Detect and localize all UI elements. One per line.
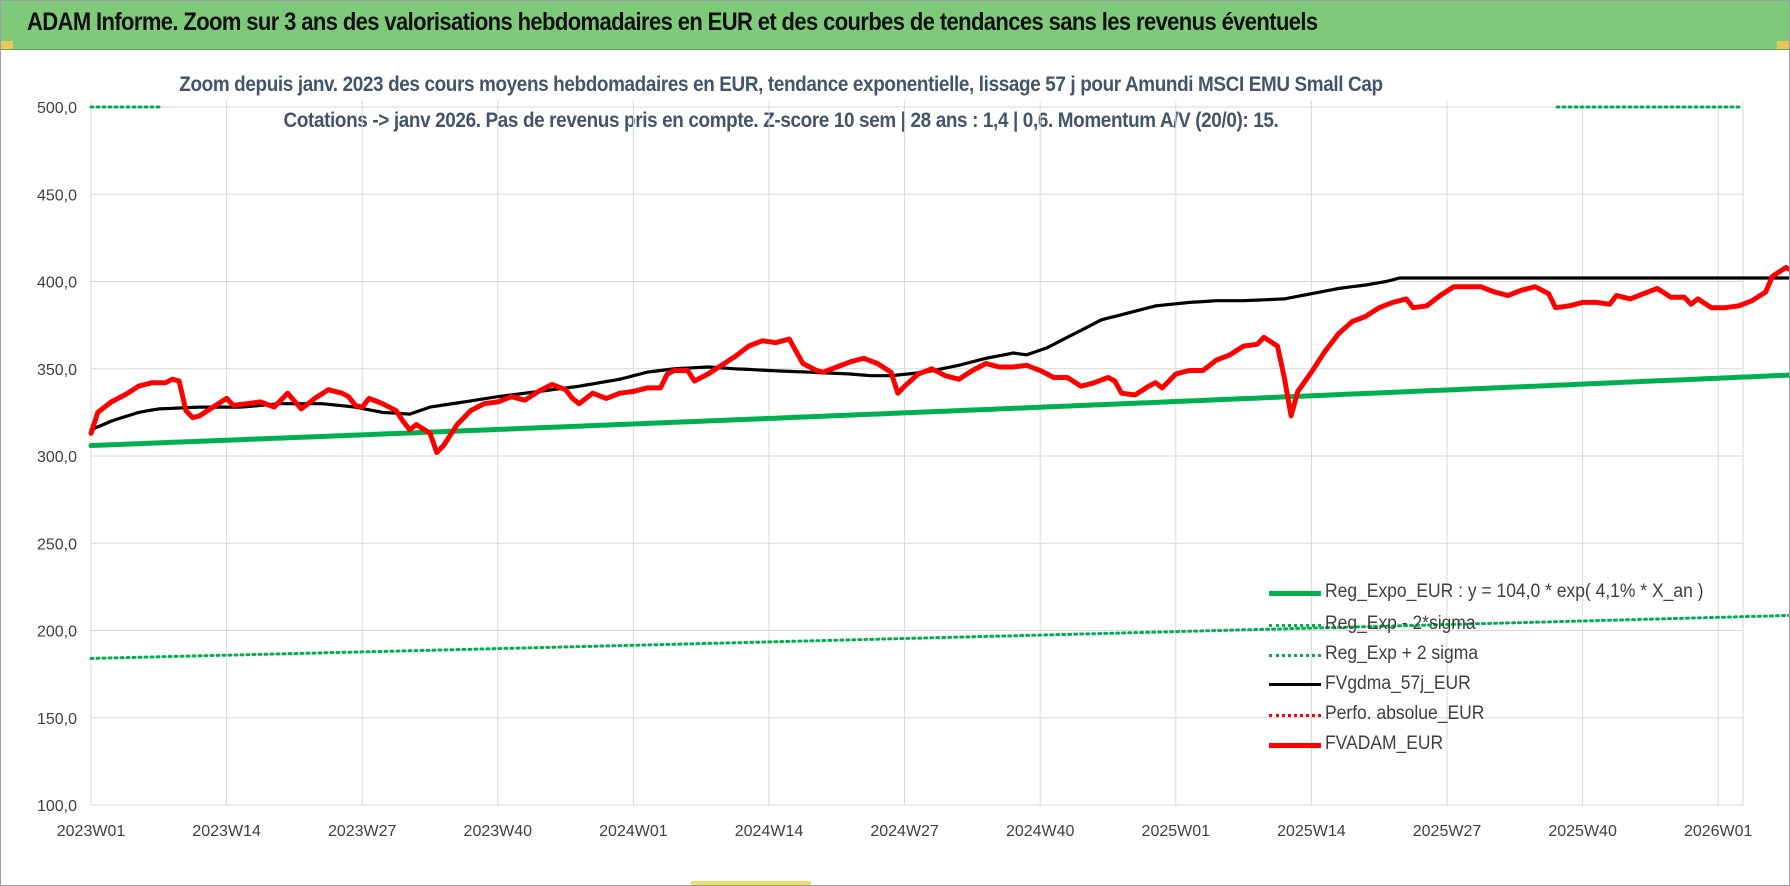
x-tick-label: 2025W27 xyxy=(1413,823,1482,840)
x-tick-label: 2023W01 xyxy=(57,823,126,840)
legend-label: FVgdma_57j_EUR xyxy=(1325,673,1471,694)
chart-title-line1: Zoom depuis janv. 2023 des cours moyens … xyxy=(179,73,1383,96)
y-tick-label: 150,0 xyxy=(37,711,77,728)
legend-swatch xyxy=(1269,623,1321,627)
x-tick-label: 2024W40 xyxy=(1006,823,1075,840)
x-tick-label: 2023W40 xyxy=(464,823,533,840)
series-line-3 xyxy=(89,276,1789,432)
legend-swatch xyxy=(1269,713,1321,717)
legend-item: Perfo. absolue_EUR xyxy=(1269,701,1739,731)
banner-corner-left xyxy=(1,41,13,49)
legend-label: Reg_Exp - 2*sigma xyxy=(1325,613,1476,634)
legend-item: Reg_Expo_EUR : y = 104,0 * exp( 4,1% * X… xyxy=(1269,579,1739,609)
x-tick-label: 2024W01 xyxy=(599,823,668,840)
y-tick-label: 200,0 xyxy=(37,624,77,641)
banner-corner-right xyxy=(1777,41,1789,49)
x-tick-label: 2025W01 xyxy=(1142,823,1211,840)
y-tick-label: 250,0 xyxy=(37,536,77,553)
legend-label: FVADAM_EUR xyxy=(1325,733,1444,754)
banner-title: ADAM Informe. Zoom sur 3 ans des valoris… xyxy=(27,8,1318,36)
legend-swatch xyxy=(1269,742,1321,748)
legend-item: FVADAM_EUR xyxy=(1269,731,1739,761)
series-line-1 xyxy=(89,613,1789,660)
legend-label: Reg_Expo_EUR : y = 104,0 * exp( 4,1% * X… xyxy=(1325,581,1704,602)
y-tick-label: 100,0 xyxy=(37,798,77,815)
legend-item: FVgdma_57j_EUR xyxy=(1269,671,1739,701)
x-tick-label: 2025W40 xyxy=(1548,823,1617,840)
x-tick-label: 2023W14 xyxy=(192,823,261,840)
legend-swatch xyxy=(1269,683,1321,687)
y-tick-label: 450,0 xyxy=(37,187,77,204)
y-tick-label: 300,0 xyxy=(37,449,77,466)
x-tick-label: 2023W27 xyxy=(328,823,397,840)
x-tick-label: 2024W27 xyxy=(870,823,939,840)
legend-label: Reg_Exp + 2 sigma xyxy=(1325,643,1479,664)
x-tick-label: 2024W14 xyxy=(735,823,804,840)
y-tick-label: 500,0 xyxy=(37,100,77,117)
chart-title-line2: Cotations -> janv 2026. Pas de revenus p… xyxy=(283,109,1279,132)
legend-label: Perfo. absolue_EUR xyxy=(1325,703,1485,724)
legend-item: Reg_Exp - 2*sigma xyxy=(1269,611,1739,641)
x-tick-label: 2026W01 xyxy=(1684,823,1753,840)
series-line-0 xyxy=(88,372,1789,448)
series-line-5 xyxy=(88,265,1789,455)
title-banner: ADAM Informe. Zoom sur 3 ans des valoris… xyxy=(1,1,1789,50)
legend-swatch xyxy=(1269,590,1321,596)
y-tick-label: 400,0 xyxy=(37,275,77,292)
bottom-marker xyxy=(691,881,811,885)
legend-item: Reg_Exp + 2 sigma xyxy=(1269,641,1739,671)
y-tick-label: 350,0 xyxy=(37,362,77,379)
legend-swatch xyxy=(1269,653,1321,657)
x-tick-label: 2025W14 xyxy=(1277,823,1346,840)
